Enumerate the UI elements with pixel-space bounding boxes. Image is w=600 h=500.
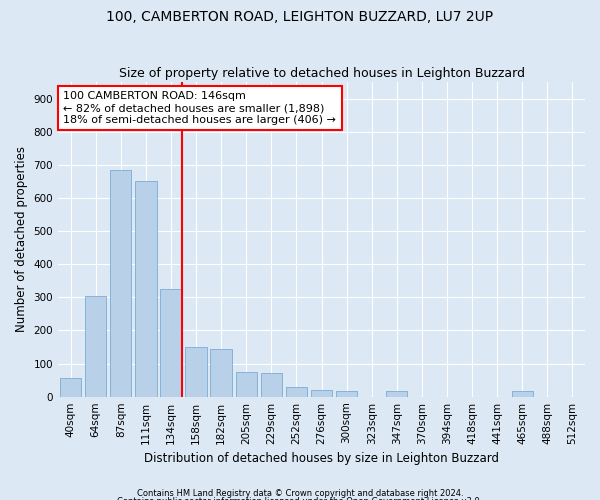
Y-axis label: Number of detached properties: Number of detached properties [15, 146, 28, 332]
Bar [286, 386, 307, 396]
Bar [85, 296, 106, 396]
Bar [336, 390, 357, 396]
Text: 100, CAMBERTON ROAD, LEIGHTON BUZZARD, LU7 2UP: 100, CAMBERTON ROAD, LEIGHTON BUZZARD, L… [106, 10, 494, 24]
X-axis label: Distribution of detached houses by size in Leighton Buzzard: Distribution of detached houses by size … [144, 452, 499, 465]
Bar [110, 170, 131, 396]
Bar [135, 182, 157, 396]
Bar [160, 289, 182, 397]
Text: Contains HM Land Registry data © Crown copyright and database right 2024.: Contains HM Land Registry data © Crown c… [137, 488, 463, 498]
Bar [512, 390, 533, 396]
Bar [60, 378, 81, 396]
Bar [260, 374, 282, 396]
Bar [311, 390, 332, 396]
Text: 100 CAMBERTON ROAD: 146sqm
← 82% of detached houses are smaller (1,898)
18% of s: 100 CAMBERTON ROAD: 146sqm ← 82% of deta… [64, 92, 336, 124]
Bar [236, 372, 257, 396]
Title: Size of property relative to detached houses in Leighton Buzzard: Size of property relative to detached ho… [119, 66, 524, 80]
Bar [211, 348, 232, 397]
Bar [185, 347, 207, 397]
Text: Contains public sector information licensed under the Open Government Licence v3: Contains public sector information licen… [118, 497, 482, 500]
Bar [386, 390, 407, 396]
